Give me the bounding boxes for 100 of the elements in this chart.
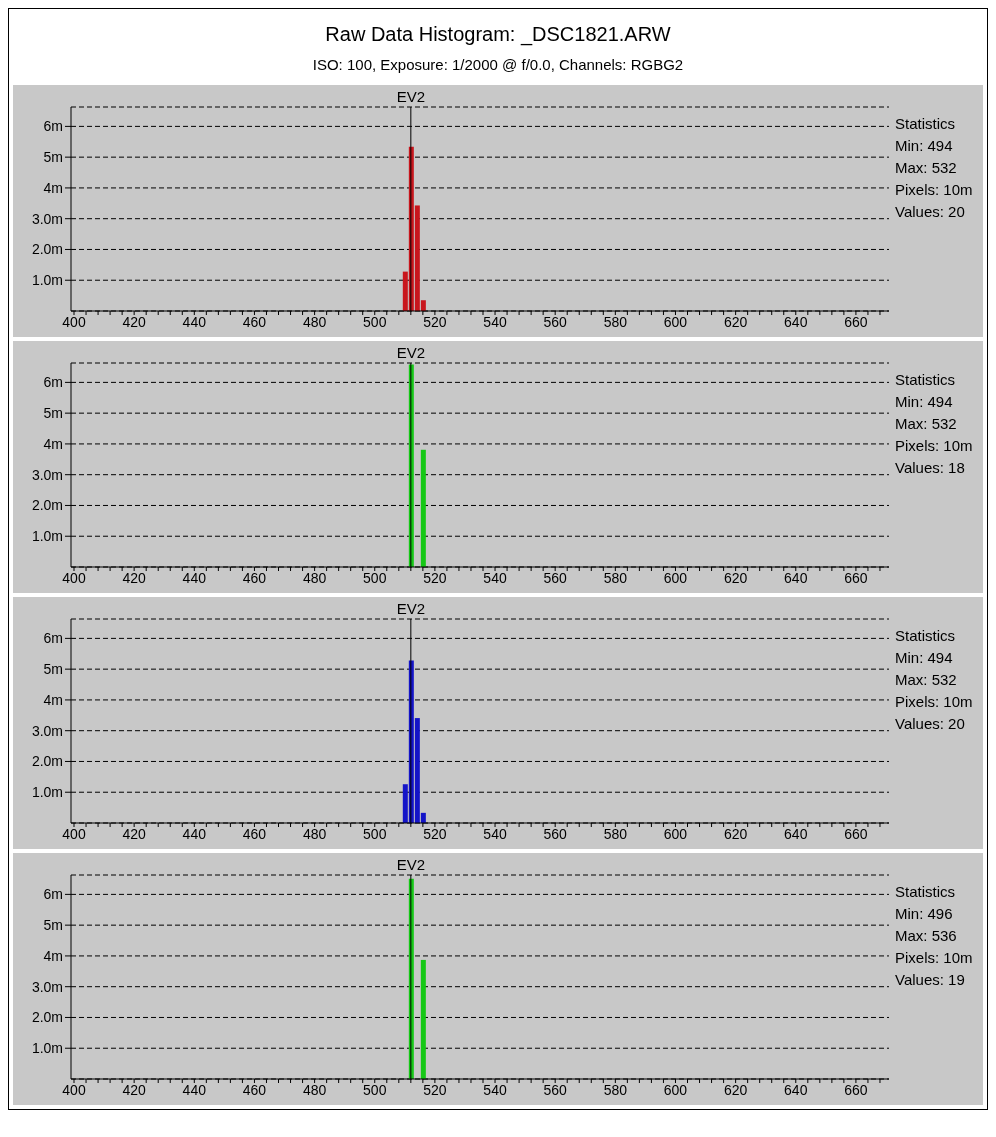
x-tick-label: 580 [603,313,628,330]
y-tick-label: 3.0m [31,210,63,227]
x-tick-label: 440 [182,313,207,330]
x-tick-label: 480 [302,313,327,330]
x-tick-label: 500 [363,313,387,330]
x-tick-label: 520 [423,825,447,842]
x-tick-label: 560 [543,569,568,586]
x-tick-label: 560 [543,825,568,842]
x-tick-label: 660 [844,1081,868,1098]
text: Min: 494 [895,392,954,412]
x-tick-label: 400 [62,825,86,842]
x-tick-label: 660 [844,313,868,330]
x-tick-label: 580 [603,1081,628,1098]
text: Statistics [895,114,956,134]
y-tick-label: 6m [43,630,63,647]
text: Min: 494 [895,136,954,156]
text: Max: 532 [895,670,958,690]
y-tick-label: 3.0m [31,722,63,739]
text: Values: 18 [895,458,966,478]
x-tick-label: 500 [363,1081,387,1098]
text: Pixels: 10m [895,948,973,968]
x-tick-label: 460 [242,825,267,842]
x-tick-label: 520 [423,1081,447,1098]
x-tick-label: 620 [723,569,748,586]
y-tick-label: 4m [43,179,63,196]
y-tick-label: 5m [43,405,63,422]
y-tick-label: 2.0m [31,1009,63,1026]
x-tick-label: 560 [543,1081,568,1098]
y-tick-label: 6m [43,118,63,135]
x-tick-label: 440 [182,1081,207,1098]
x-tick-label: 620 [723,825,748,842]
text: Min: 494 [895,648,954,668]
x-tick-label: 600 [663,569,688,586]
x-tick-label: 500 [363,569,387,586]
text: Values: 20 [895,714,966,734]
text: Min: 496 [895,904,954,924]
y-tick-label: 4m [43,435,63,452]
x-tick-label: 420 [122,569,147,586]
y-tick-label: 3.0m [31,978,63,995]
y-tick-label: 5m [43,149,63,166]
x-tick-label: 600 [663,1081,688,1098]
x-tick-label: 660 [844,569,868,586]
x-tick-label: 460 [242,569,267,586]
y-tick-label: 4m [43,691,63,708]
x-tick-label: 500 [363,825,387,842]
ref-line-label: EV2 [396,88,426,105]
text: Statistics [895,626,956,646]
ref-line-label: EV2 [396,856,426,873]
y-tick-label: 2.0m [31,497,63,514]
x-tick-label: 640 [784,313,808,330]
x-tick-label: 460 [242,1081,267,1098]
x-tick-label: 660 [844,825,868,842]
x-tick-label: 400 [62,1081,86,1098]
x-tick-label: 640 [784,1081,808,1098]
y-tick-label: 5m [43,917,63,934]
x-tick-label: 640 [784,825,808,842]
x-tick-label: 420 [122,825,147,842]
x-tick-label: 480 [302,569,327,586]
y-tick-label: 1.0m [31,528,63,545]
y-tick-label: 2.0m [31,241,63,258]
y-tick-label: 1.0m [31,1040,63,1057]
x-tick-label: 420 [122,1081,147,1098]
x-tick-label: 420 [122,313,147,330]
x-tick-label: 540 [483,825,507,842]
text: Values: 19 [895,970,966,990]
text: Pixels: 10m [895,180,973,200]
x-tick-label: 400 [62,313,86,330]
y-tick-label: 2.0m [31,753,63,770]
y-tick-label: 3.0m [31,466,63,483]
x-tick-label: 440 [182,825,207,842]
x-tick-label: 600 [663,313,688,330]
text: Pixels: 10m [895,436,973,456]
chart-title: Raw Data Histogram: _DSC1821.ARW [324,22,672,46]
x-tick-label: 440 [182,569,207,586]
text: Max: 536 [895,926,958,946]
x-tick-label: 480 [302,825,327,842]
x-tick-label: 520 [423,569,447,586]
x-tick-label: 520 [423,313,447,330]
x-tick-label: 580 [603,569,628,586]
y-tick-label: 4m [43,947,63,964]
x-tick-label: 560 [543,313,568,330]
x-tick-label: 580 [603,825,628,842]
text: Max: 532 [895,414,958,434]
y-tick-label: 1.0m [31,784,63,801]
x-tick-label: 480 [302,1081,327,1098]
x-tick-label: 460 [242,313,267,330]
x-tick-label: 540 [483,1081,507,1098]
y-tick-label: 6m [43,374,63,391]
text: Values: 20 [895,202,966,222]
y-tick-label: 6m [43,886,63,903]
chart-subtitle: ISO: 100, Exposure: 1/2000 @ f/0.0, Channels: RGBG2 [311,55,685,75]
text: Statistics [895,882,956,902]
text: Max: 532 [895,158,958,178]
x-tick-label: 640 [784,569,808,586]
x-tick-label: 620 [723,313,748,330]
x-tick-label: 400 [62,569,86,586]
text: Statistics [895,370,956,390]
x-tick-label: 540 [483,313,507,330]
x-tick-label: 540 [483,569,507,586]
x-tick-label: 600 [663,825,688,842]
